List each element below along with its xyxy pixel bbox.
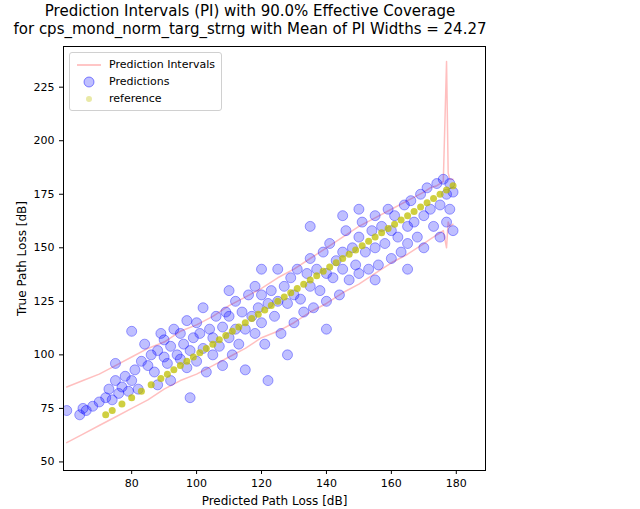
svg-text:120: 120 — [251, 477, 272, 490]
html-text:for cps_mond_norm_targ_strng w: for cps_mond_norm_targ_strng with Mean o… — [13, 20, 487, 38]
svg-text:150: 150 — [34, 241, 55, 254]
html-text:reference: reference — [109, 92, 162, 105]
svg-text:180: 180 — [446, 477, 467, 490]
svg-text:160: 160 — [381, 477, 402, 490]
svg-text:100: 100 — [186, 477, 207, 490]
svg-text:True Path Loss [dB]: True Path Loss [dB] — [15, 201, 29, 317]
svg-text:140: 140 — [316, 477, 337, 490]
svg-text:100: 100 — [34, 348, 55, 361]
svg-text:75: 75 — [41, 402, 55, 415]
svg-text:50: 50 — [41, 455, 55, 468]
html-text:Predictions: Predictions — [109, 75, 170, 88]
svg-text:225: 225 — [34, 81, 55, 94]
svg-text:80: 80 — [125, 477, 139, 490]
html-text:Prediction Intervals: Prediction Intervals — [109, 58, 215, 71]
html-text:Prediction Intervals (PI) with: Prediction Intervals (PI) with 90.0% Eff… — [44, 2, 456, 20]
svg-text:200: 200 — [34, 134, 55, 147]
svg-text:Predicted Path Loss [dB]: Predicted Path Loss [dB] — [202, 494, 348, 508]
svg-text:175: 175 — [34, 188, 55, 201]
svg-text:125: 125 — [34, 295, 55, 308]
